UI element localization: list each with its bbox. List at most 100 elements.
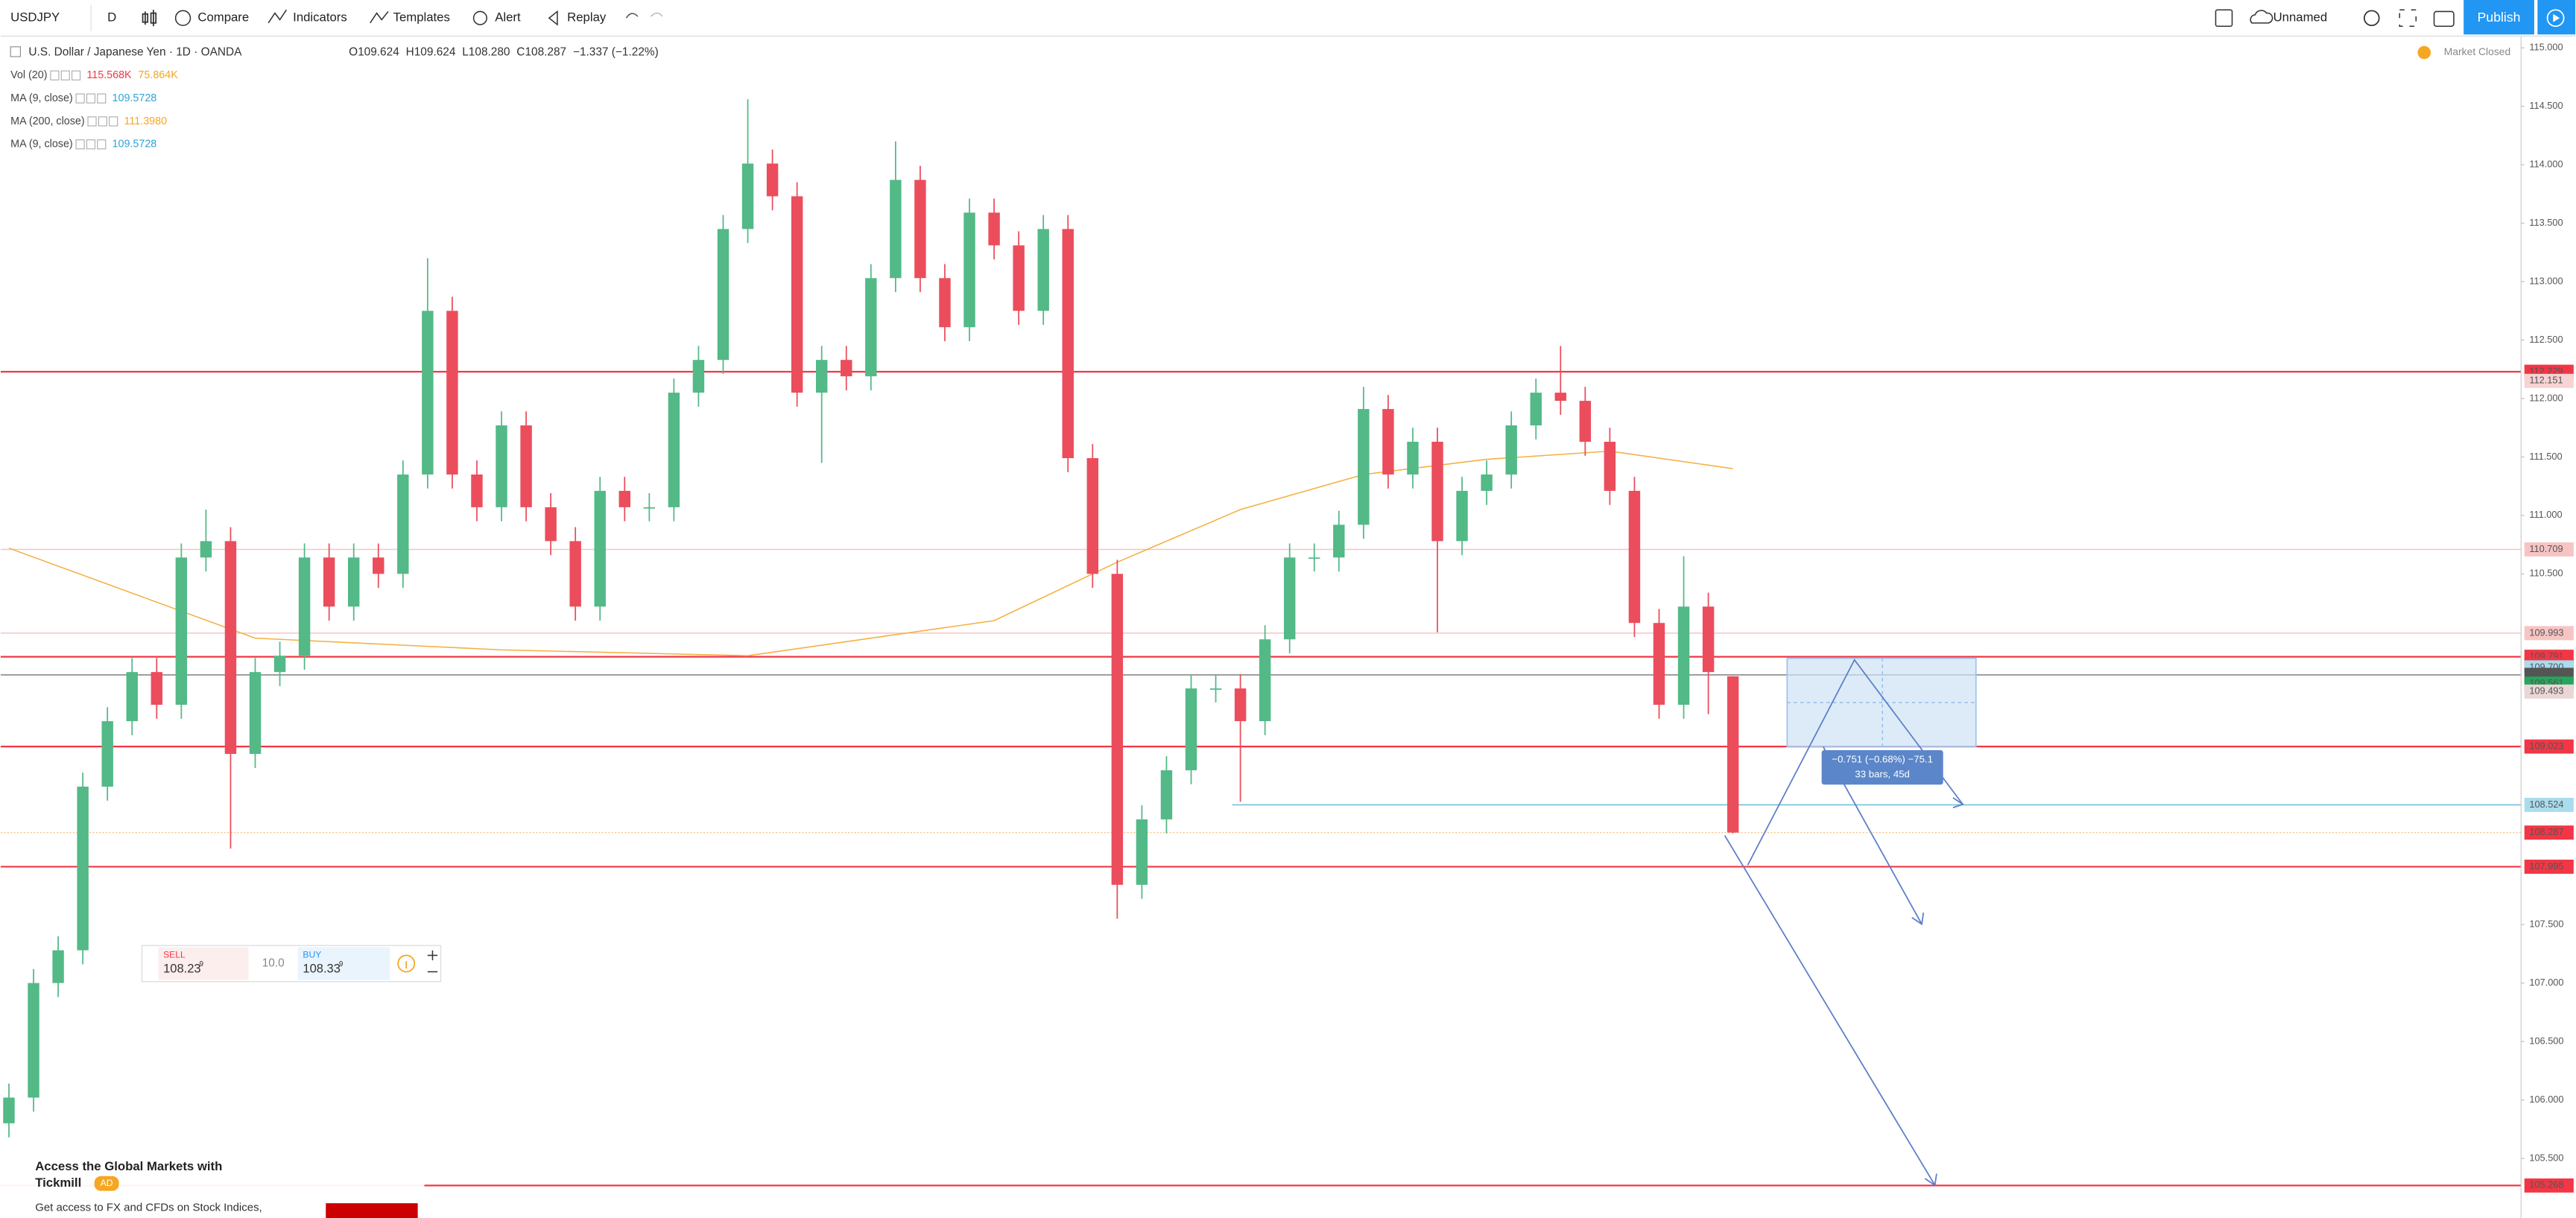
indicator-control[interactable]: [86, 93, 95, 104]
trade-widget: SELL 108.23 9 10.0 BUY 108.33 9: [141, 945, 442, 983]
redo[interactable]: [650, 12, 663, 17]
templates-icon[interactable]: [370, 10, 389, 24]
compare-icon[interactable]: [174, 10, 192, 26]
candle-body: [77, 786, 89, 951]
candle-body: [1086, 457, 1098, 574]
y-tick-label: 113.500: [2529, 217, 2563, 228]
buy-button[interactable]: [297, 947, 390, 980]
candle-body: [791, 196, 803, 393]
status-icon: [2417, 45, 2431, 60]
layout-name[interactable]: Unnamed: [2273, 10, 2328, 25]
price-badge-label: 109.023: [2529, 740, 2563, 751]
snapshot-icon[interactable]: [2433, 10, 2455, 28]
candle-body: [397, 474, 409, 574]
replay-icon[interactable]: [548, 10, 558, 26]
price-badge: [2524, 542, 2574, 557]
sell-pip[interactable]: 9: [200, 960, 204, 968]
y-tick-label: 115.000: [2529, 42, 2563, 53]
ohlc-value: −1.337 (−1.22%): [573, 46, 659, 59]
sell-button[interactable]: [158, 947, 249, 980]
ohlc-value: H109.624: [406, 46, 456, 59]
info-icon[interactable]: [397, 954, 416, 973]
play-icon[interactable]: [2553, 13, 2560, 22]
candle-body: [347, 557, 360, 607]
candle-body: [200, 541, 212, 558]
candle-body: [1382, 409, 1394, 475]
price-axis-labels: 115.000 114.500 114.000 113.500 113.000 112.5…: [2521, 42, 2574, 1193]
compare-button[interactable]: Compare: [197, 10, 249, 25]
indicator-control[interactable]: [97, 93, 107, 104]
price-badge: [2524, 797, 2574, 812]
price-badge-label: 108.524: [2529, 799, 2563, 810]
publish-button[interactable]: [2463, 0, 2534, 35]
buy-pip[interactable]: 9: [339, 960, 344, 968]
candle-body: [1358, 409, 1370, 525]
candle-body: [963, 212, 975, 328]
buy-label[interactable]: BUY: [303, 950, 321, 960]
alert-icon[interactable]: [472, 10, 487, 25]
indicator-control[interactable]: [50, 70, 60, 80]
cloud-icon[interactable]: [2250, 10, 2273, 24]
candle-body: [1062, 229, 1074, 458]
price-badge: [2524, 1178, 2574, 1193]
price-badge-label: 107.995: [2529, 860, 2563, 872]
indicator-control[interactable]: [72, 70, 81, 80]
price-badge-label: 105.268: [2529, 1179, 2563, 1190]
candle-body: [323, 557, 335, 607]
candle-body: [1505, 425, 1517, 475]
indicator-name: MA (9, close): [10, 92, 73, 104]
indicator-control[interactable]: [109, 116, 118, 127]
candle-body: [3, 1097, 15, 1123]
candle-body: [1431, 442, 1443, 542]
undo[interactable]: [625, 13, 639, 19]
projection-line: [1724, 835, 1936, 1186]
select-icon[interactable]: [2215, 9, 2233, 28]
indicator-control[interactable]: [97, 139, 107, 150]
candle-body: [1702, 606, 1715, 673]
buy-price[interactable]: 108.33: [303, 962, 341, 976]
indicator-control[interactable]: [87, 116, 97, 127]
indicator-control[interactable]: [98, 116, 107, 127]
alert-button[interactable]: Alert: [495, 10, 521, 25]
interval[interactable]: D: [107, 10, 116, 25]
collapse[interactable]: [10, 46, 21, 57]
candle-body: [717, 229, 730, 361]
indicator-control[interactable]: [86, 139, 95, 150]
sell-label[interactable]: SELL: [163, 950, 186, 960]
candle-body: [569, 541, 581, 607]
candle-body: [1653, 623, 1665, 705]
candle-body: [692, 360, 705, 393]
ad-title[interactable]: Access the Global Markets with: [35, 1159, 222, 1173]
candle-body: [151, 672, 162, 705]
fullscreen-icon[interactable]: [2399, 9, 2417, 28]
candle-body: [1013, 245, 1025, 311]
indicators-icon[interactable]: [268, 9, 288, 24]
indicator-control[interactable]: [75, 139, 85, 150]
settings-icon[interactable]: [2364, 10, 2380, 27]
candle-body: [1136, 819, 1148, 885]
replay-button[interactable]: Replay: [567, 10, 607, 25]
play-icon[interactable]: [2546, 9, 2565, 28]
ad-text[interactable]: Get access to FX and CFDs on Stock Indic…: [35, 1202, 262, 1214]
chart-type-icon[interactable]: [142, 10, 157, 27]
candle-body: [422, 311, 434, 475]
symbol[interactable]: USDJPY: [10, 10, 60, 25]
price-badge: [2524, 684, 2574, 699]
candle-body: [1185, 688, 1197, 770]
indicators-button[interactable]: Indicators: [293, 10, 347, 25]
quantity[interactable]: 10.0: [262, 957, 285, 970]
indicator-control[interactable]: [75, 93, 85, 104]
indicator-name: Vol (20): [10, 69, 47, 81]
candle-body: [1283, 557, 1296, 640]
templates-button[interactable]: Templates: [393, 10, 450, 25]
indicator-control[interactable]: [60, 70, 70, 80]
candle-body: [594, 490, 606, 607]
price-badge: [2524, 859, 2574, 874]
candle-body: [126, 672, 138, 722]
sell-price[interactable]: 108.23: [163, 962, 201, 976]
candle-body: [1209, 688, 1222, 690]
ad-title[interactable]: Tickmill: [35, 1176, 81, 1190]
y-tick-label: 112.500: [2529, 334, 2563, 345]
publish-label[interactable]: Publish: [2478, 10, 2521, 25]
